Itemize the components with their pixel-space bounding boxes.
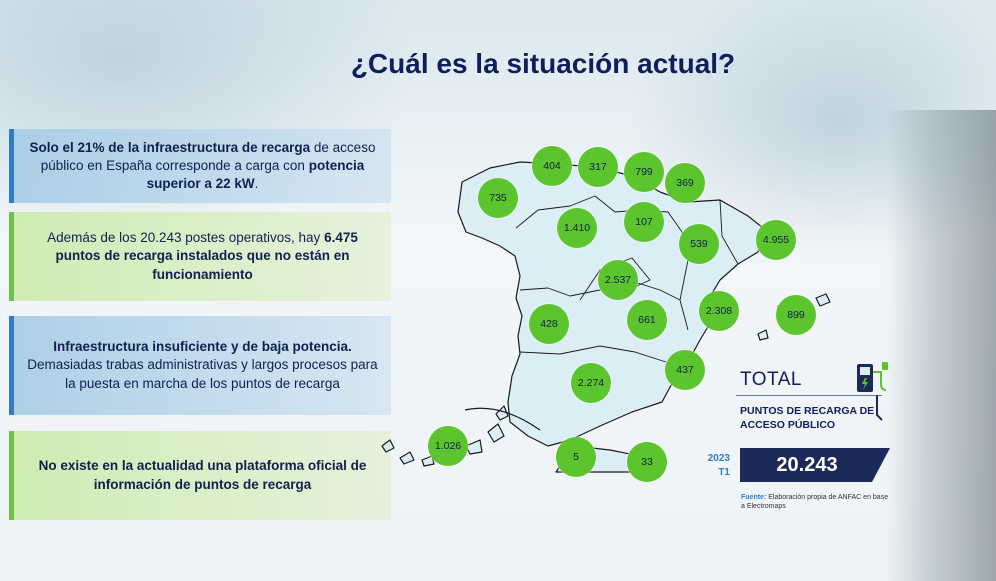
- total-connector: [876, 395, 883, 421]
- region-bubble-murcia: 437: [665, 350, 705, 390]
- period-quarter: T1: [718, 467, 730, 478]
- region-bubble-extremadura: 428: [529, 304, 569, 344]
- region-bubble-andalucia: 2.274: [571, 363, 611, 403]
- info-card-2: Además de los 20.243 postes operativos, …: [9, 212, 391, 301]
- spain-map: 735 404 317 799 369 1.410 107 539 4.955 …: [370, 140, 850, 500]
- page-title: ¿Cuál es la situación actual?: [350, 48, 736, 79]
- source-label: Fuente:: [741, 494, 767, 501]
- region-bubble-melilla: 33: [627, 442, 667, 482]
- card-1-text-2: de acceso público en España corresponde …: [40, 139, 376, 173]
- region-bubble-c-valenciana: 2.308: [699, 291, 739, 331]
- card-2-text-1: Además de los 20.243 postes operativos, …: [47, 230, 325, 246]
- region-bubble-ceuta: 5: [556, 437, 596, 477]
- total-subtitle: PUNTOS DE RECARGA DE ACCESO PÚBLICO: [740, 405, 875, 431]
- info-card-3: Infraestructura insuficiente y de baja p…: [9, 316, 391, 415]
- total-label: TOTAL: [740, 369, 802, 390]
- region-bubble-pais-vasco: 799: [624, 152, 664, 192]
- region-bubble-cantabria: 317: [578, 147, 618, 187]
- region-bubble-galicia: 735: [478, 178, 518, 218]
- info-card-1: Solo el 21% de la infraestructura de rec…: [9, 129, 391, 203]
- region-bubble-navarra: 369: [665, 163, 705, 203]
- region-bubble-castilla-la-mancha: 661: [627, 300, 667, 340]
- card-3-bold-1: Infraestructura insuficiente y de baja p…: [53, 339, 352, 355]
- period: 2023 T1: [694, 452, 730, 480]
- card-2-bold-2: 6.475 puntos de recarga instalados que n…: [55, 230, 358, 282]
- card-1-text-4: .: [254, 176, 259, 192]
- source-text: Elaboración propia de ANFAC en base a El…: [741, 494, 889, 511]
- source-note: Fuente: Elaboración propia de ANFAC en b…: [741, 493, 891, 512]
- info-card-4: No existe en la actualidad una plataform…: [9, 431, 391, 520]
- card-3-text-2: Demasiadas trabas administrativas y larg…: [27, 357, 378, 391]
- charger-icon: [857, 362, 888, 392]
- total-divider: [736, 395, 882, 396]
- region-bubble-madrid: 2.537: [598, 260, 638, 300]
- card-1-bold-1: Solo el 21% de la infraestructura de rec…: [29, 139, 311, 155]
- period-year: 2023: [707, 453, 730, 464]
- region-bubble-cataluna: 4.955: [756, 220, 796, 260]
- total-value: 20.243: [776, 453, 838, 476]
- background-photo-edge: [886, 110, 996, 581]
- region-bubble-asturias: 404: [532, 146, 572, 186]
- region-bubble-castilla-leon: 1.410: [557, 208, 597, 248]
- card-4-bold-1: No existe en la actualidad una plataform…: [38, 458, 367, 492]
- region-bubble-la-rioja: 107: [624, 202, 664, 242]
- region-bubble-baleares: 899: [776, 295, 816, 335]
- total-box: [740, 448, 890, 482]
- region-bubble-aragon: 539: [679, 224, 719, 264]
- region-bubble-canarias: 1.026: [428, 426, 468, 466]
- card-1-bold-3: potencia superior a 22 kW: [146, 157, 365, 192]
